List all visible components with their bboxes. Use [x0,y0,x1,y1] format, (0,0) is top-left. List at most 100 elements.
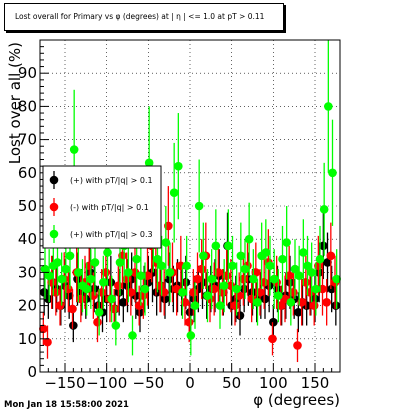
data-point [315,254,325,264]
data-point [323,258,332,267]
x-tick-label: −150 [44,374,85,392]
data-point [160,294,170,304]
data-point [186,331,196,340]
data-point [124,268,133,277]
timestamp: Mon Jan 18 15:58:00 2021 [4,400,129,410]
data-point [319,241,328,251]
data-point [107,294,116,304]
series-2 [40,40,341,356]
data-point [86,274,96,284]
y-tick-label: 30 [18,263,37,281]
data-point [115,258,125,267]
y-tick-label: 90 [18,64,37,82]
data-point [68,304,77,314]
data-point [144,278,153,287]
data-point [140,284,150,294]
legend-marker [49,229,59,239]
data-point [144,158,154,168]
y-tick-label: 10 [18,330,37,348]
data-point [99,278,108,287]
y-axis-label: Lost over all (%) [6,42,24,164]
data-point [174,161,183,171]
data-point [53,258,62,267]
data-point [327,284,336,294]
data-point [207,274,216,284]
data-point [261,248,271,257]
data-point [307,268,316,277]
data-point [189,288,198,297]
data-point [253,297,262,307]
data-point [89,284,99,294]
data-point [203,291,212,300]
data-point [269,274,279,284]
data-point [230,301,240,310]
data-point [190,301,200,310]
data-point [324,102,333,111]
data-point [185,307,195,317]
data-point [265,261,275,271]
data-point [278,254,287,264]
data-point [294,307,303,317]
data-point [39,288,49,297]
x-tick-label: −100 [86,374,127,392]
data-point [319,205,329,214]
data-point [268,334,277,344]
data-point [309,301,319,310]
x-tick-label: −50 [133,374,165,392]
data-point [128,331,137,340]
data-point [310,294,320,304]
data-point [181,278,191,287]
y-tick-label: 0 [27,363,37,381]
data-point [119,297,128,307]
data-point [57,274,66,284]
data-point [239,284,249,294]
data-point [69,321,78,330]
data-point [94,301,103,310]
data-point [85,268,95,277]
data-point [94,307,104,317]
data-point [74,268,83,277]
data-point [136,271,146,281]
legend-label: (+) with pT/|q| > 0.1 [70,176,153,185]
legend-marker [49,175,59,185]
data-point [165,268,175,277]
data-point [90,258,100,267]
data-point [82,284,91,294]
data-point [114,288,124,297]
title-box: Lost overall for Primary vs φ (degrees) … [4,3,284,31]
data-point [293,341,302,350]
data-point [178,288,187,297]
data-point [240,264,250,274]
x-tick-label: 150 [301,374,330,392]
legend: (+) with pT/|q| > 0.1 (-) with pT/|q| > 0… [42,165,162,249]
axis-ticks [40,46,333,372]
data-point [282,238,291,247]
x-axis-label: φ (degrees) [253,391,340,409]
data-point [285,278,295,287]
data-point [244,234,254,244]
data-point [69,145,79,154]
data-point [197,264,206,274]
data-point [224,241,233,251]
data-point [152,288,161,297]
series-layer [39,40,341,363]
data-point [235,311,245,320]
data-point [322,297,331,307]
data-point [161,238,171,247]
x-tick-label: 100 [259,374,288,392]
data-point [219,281,229,290]
y-tick-label: 80 [18,97,37,115]
y-tick-label: 40 [18,230,37,248]
data-point [215,301,225,310]
x-tick-label: 50 [222,374,241,392]
data-point [65,251,75,261]
y-tick-label: 70 [18,131,37,149]
data-point [169,188,179,198]
data-point [290,264,300,274]
data-point [286,297,296,307]
data-point [314,268,324,277]
data-point [123,281,132,290]
data-point [135,307,145,317]
data-point [64,291,74,300]
